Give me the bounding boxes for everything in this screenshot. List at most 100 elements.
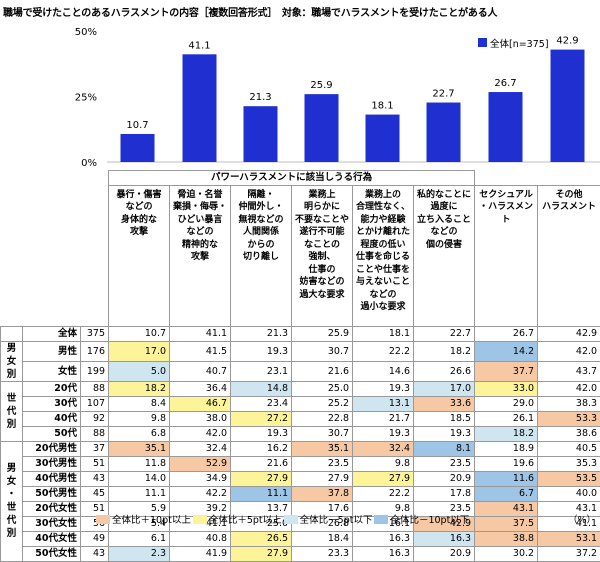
y-tick-label: 25% xyxy=(75,93,97,104)
value-cell: 13.1 xyxy=(353,396,414,411)
header-line: 暴行・傷害 xyxy=(110,189,168,202)
value-cell: 38.8 xyxy=(475,531,538,546)
legend-label: 全体比－10pt以下 xyxy=(390,515,469,526)
value-cell: 26.6 xyxy=(414,361,475,381)
group-char: 世 xyxy=(1,392,22,405)
header-line: 脅迫・名誉 xyxy=(171,189,229,202)
header-line: 隔離・ xyxy=(232,189,290,202)
blank-cell xyxy=(1,171,109,186)
value-cell: 40.7 xyxy=(170,361,231,381)
header-line: 仕事を命じる xyxy=(354,251,412,264)
value-cell: 18.5 xyxy=(414,411,475,426)
row-label: 50代 xyxy=(23,426,81,441)
value-cell: 23.3 xyxy=(292,546,353,561)
value-cell: 32.4 xyxy=(170,441,231,456)
sample-size: 49 xyxy=(81,531,109,546)
value-cell: 11.1 xyxy=(109,486,170,501)
data-label: 18.1 xyxy=(371,101,393,112)
column-header: 私的なことに過度に立ち入ることなどの個の侵害 xyxy=(414,185,475,326)
header-line: 業務上の xyxy=(354,189,412,202)
header-line: などの xyxy=(110,201,168,214)
blank-cell xyxy=(475,171,600,186)
value-cell: 21.7 xyxy=(353,411,414,426)
row-label: 30代 xyxy=(23,396,81,411)
bar xyxy=(489,92,523,162)
group-char: 別 xyxy=(1,527,22,540)
group-label: 世代別 xyxy=(1,381,23,441)
value-cell: 22.7 xyxy=(414,326,475,341)
value-cell: 30.7 xyxy=(292,341,353,361)
legend-swatch xyxy=(374,515,388,524)
value-cell: 18.9 xyxy=(475,441,538,456)
value-cell: 16.2 xyxy=(231,441,292,456)
data-table: パワーハラスメントに該当しうる行為暴行・傷害などの身体的な攻撃脅迫・名誉棄損・侮… xyxy=(0,170,600,562)
sample-size: 176 xyxy=(81,341,109,361)
header-line: などの xyxy=(171,226,229,239)
value-cell: 16.3 xyxy=(353,546,414,561)
data-label: 21.3 xyxy=(249,92,271,103)
row-label: 50代男性 xyxy=(23,486,81,501)
group-char: 別 xyxy=(1,418,22,431)
value-cell: 19.3 xyxy=(231,341,292,361)
row-label: 全体 xyxy=(23,326,81,341)
value-cell: 26.5 xyxy=(231,531,292,546)
value-cell: 33.0 xyxy=(475,381,538,396)
value-cell: 16.3 xyxy=(353,531,414,546)
value-cell: 14.2 xyxy=(475,341,538,361)
header-row: 暴行・傷害などの身体的な攻撃脅迫・名誉棄損・侮辱・ひどい暴言などの精神的な攻撃隔… xyxy=(1,185,600,326)
header-line: 強制、 xyxy=(293,251,351,264)
value-cell: 11.8 xyxy=(109,456,170,471)
header-line: 過度に xyxy=(415,201,473,214)
value-cell: 23.5 xyxy=(414,456,475,471)
header-line: ことや仕事を xyxy=(354,264,412,277)
value-cell: 9.8 xyxy=(353,456,414,471)
value-cell: 19.3 xyxy=(231,426,292,441)
value-cell: 6.7 xyxy=(475,486,538,501)
value-cell: 19.6 xyxy=(475,456,538,471)
value-cell: 14.6 xyxy=(353,361,414,381)
value-cell: 11.6 xyxy=(475,471,538,486)
value-cell: 19.3 xyxy=(414,426,475,441)
value-cell: 41.5 xyxy=(170,341,231,361)
value-cell: 5.0 xyxy=(109,361,170,381)
bar-chart: 0%25%50%10.741.121.325.918.122.726.742.9… xyxy=(0,0,600,170)
value-cell: 9.8 xyxy=(109,411,170,426)
group-char: 男 xyxy=(1,462,22,475)
header-line: なことの xyxy=(293,239,351,252)
data-label: 25.9 xyxy=(310,80,332,91)
value-cell: 10.7 xyxy=(109,326,170,341)
value-cell: 42.2 xyxy=(170,486,231,501)
value-cell: 34.9 xyxy=(170,471,231,486)
row-label: 20代男性 xyxy=(23,441,81,456)
value-cell: 23.5 xyxy=(292,456,353,471)
legend-swatch xyxy=(478,38,487,47)
row-label: 30代男性 xyxy=(23,456,81,471)
value-cell: 8.4 xyxy=(109,396,170,411)
value-cell: 19.3 xyxy=(353,381,414,396)
column-header: 業務上の合理性なく、能力や経験とかけ離れた程度の低い仕事を命じることや仕事を与え… xyxy=(353,185,414,326)
row-label: 女性 xyxy=(23,361,81,381)
header-line: 仕事の xyxy=(293,264,351,277)
header-line: 仲間外し・ xyxy=(232,201,290,214)
value-cell: 18.2 xyxy=(475,426,538,441)
sample-size: 88 xyxy=(81,381,109,396)
group-char: ・ xyxy=(1,488,22,501)
value-cell: 8.1 xyxy=(414,441,475,456)
header-group-row: パワーハラスメントに該当しうる行為 xyxy=(1,171,600,186)
sample-size: 43 xyxy=(81,546,109,561)
data-label: 10.7 xyxy=(126,120,148,131)
value-cell: 27.9 xyxy=(353,471,414,486)
value-cell: 18.1 xyxy=(353,326,414,341)
value-cell: 35.1 xyxy=(109,441,170,456)
header-line: ひどい暴言 xyxy=(171,214,229,227)
group-char: 男 xyxy=(1,342,22,355)
sample-size: 92 xyxy=(81,411,109,426)
group-header: パワーハラスメントに該当しうる行為 xyxy=(109,171,475,186)
bar xyxy=(244,106,278,162)
